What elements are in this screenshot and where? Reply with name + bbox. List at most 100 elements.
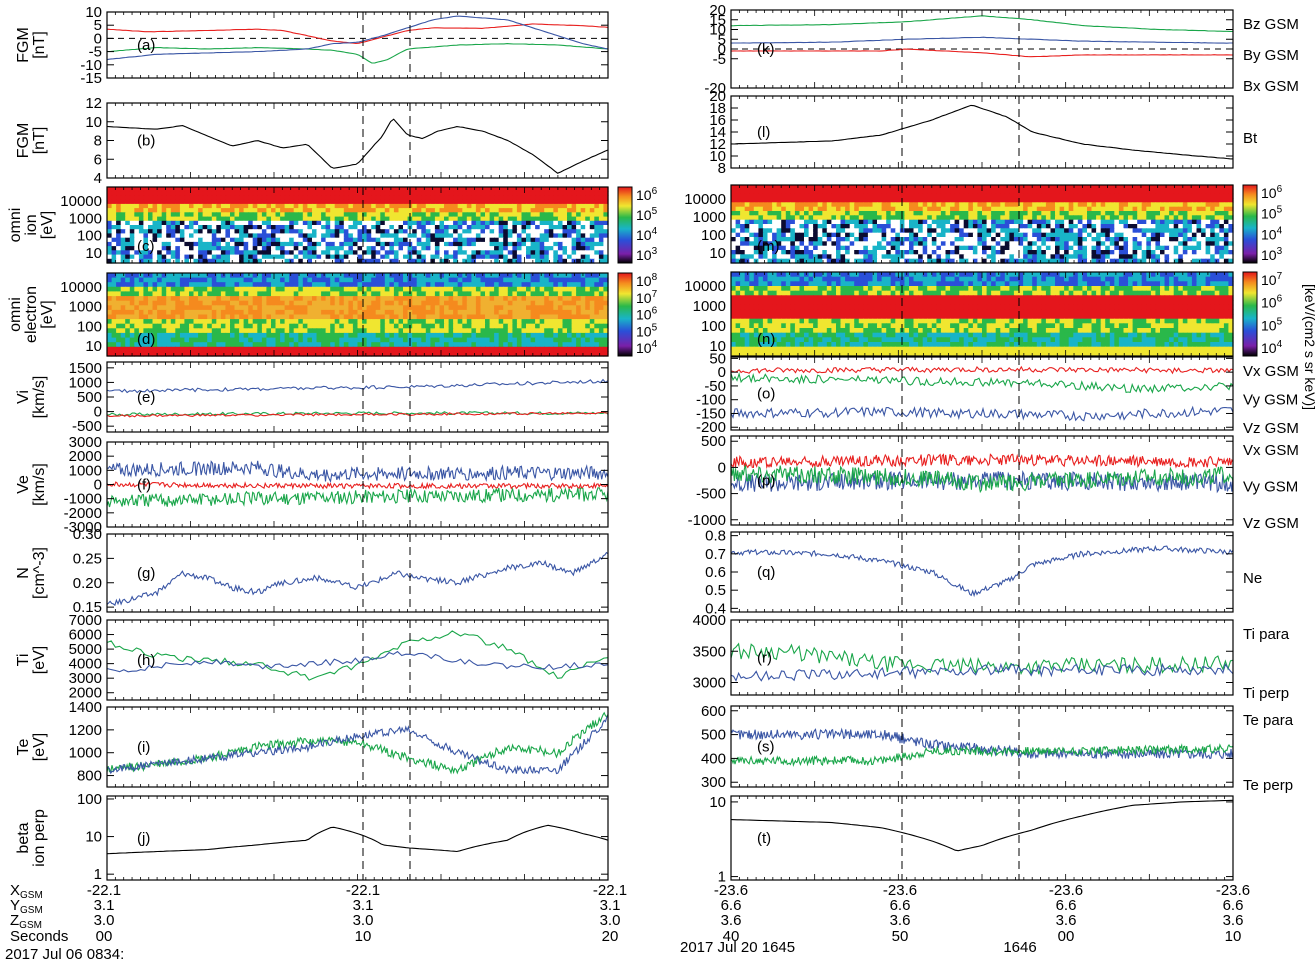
y-tick-label: 100 bbox=[701, 318, 726, 335]
y-tick-label: -100 bbox=[696, 392, 726, 409]
y-axis-label: Te bbox=[15, 738, 32, 755]
panel-p: 500 0 -500 -1000 (p) Vx GSM Vy GSM Vz GSM bbox=[688, 433, 1299, 532]
ephem-seconds-label: Seconds bbox=[10, 928, 68, 945]
y-tick-label: 800 bbox=[77, 768, 102, 785]
y-axis-label: [km/s] bbox=[31, 376, 48, 419]
legend-label: By GSM bbox=[1243, 47, 1299, 64]
ephem-seconds-value: 00 bbox=[1058, 928, 1075, 945]
y-axis-label: electron bbox=[23, 286, 40, 343]
series-line bbox=[730, 743, 1234, 767]
y-tick-label: 1000 bbox=[693, 298, 726, 315]
ephem-z-value: 3.0 bbox=[353, 912, 374, 929]
series-line bbox=[730, 662, 1234, 682]
series-line bbox=[106, 411, 608, 418]
y-axis-label: [cm^-3] bbox=[31, 547, 48, 599]
y-tick-label: 10000 bbox=[60, 193, 102, 210]
colorbar bbox=[1242, 271, 1258, 357]
panel-frame bbox=[106, 102, 609, 179]
y-tick-label: 1000 bbox=[69, 462, 102, 479]
y-tick-label: 50 bbox=[709, 350, 726, 367]
y-tick-label: -200 bbox=[696, 419, 726, 436]
y-tick-label: -20 bbox=[704, 80, 726, 97]
ephem-y-value: 3.1 bbox=[353, 897, 374, 914]
colorbar-tick-label: 104 bbox=[1261, 339, 1283, 356]
series-line bbox=[106, 23, 609, 45]
panel-frame bbox=[730, 619, 1234, 696]
colorbar-tick-label: 106 bbox=[1261, 294, 1283, 311]
y-tick-label: 12 bbox=[709, 136, 726, 153]
y-tick-label: 10 bbox=[85, 338, 102, 355]
heatmap-cells bbox=[731, 272, 1234, 357]
panel-frame bbox=[730, 356, 1234, 431]
panel-label: (b) bbox=[137, 133, 155, 150]
y-tick-label: 500 bbox=[77, 389, 102, 406]
series-line bbox=[730, 405, 1234, 422]
y-tick-label: 0.4 bbox=[705, 600, 726, 617]
y-tick-label: 0.6 bbox=[705, 564, 726, 581]
panel-r: 4000 3500 3000 (r) Ti para Ti perp bbox=[693, 612, 1290, 702]
series-line bbox=[730, 48, 1234, 58]
y-tick-label: 10 bbox=[709, 148, 726, 165]
ephem-y-label: YGSM bbox=[10, 897, 43, 916]
y-tick-label: 100 bbox=[77, 318, 102, 335]
panel-t: 10 1 (t) bbox=[709, 794, 1234, 886]
heatmap-cells bbox=[107, 273, 609, 357]
ephem-x-value: -22.1 bbox=[593, 882, 627, 899]
y-tick-label: 10 bbox=[709, 338, 726, 355]
y-axis-label: [eV] bbox=[31, 646, 48, 674]
series-line bbox=[106, 460, 609, 483]
y-tick-label: 400 bbox=[701, 750, 726, 767]
y-tick-label: -10 bbox=[80, 57, 102, 74]
y-tick-label: 1000 bbox=[693, 209, 726, 226]
y-tick-label: 6000 bbox=[69, 627, 102, 644]
ephem-y-value: 3.1 bbox=[94, 897, 115, 914]
ephem-x-value: -22.1 bbox=[346, 882, 380, 899]
y-tick-label: -2000 bbox=[64, 505, 102, 522]
y-tick-label: 1000 bbox=[69, 745, 102, 762]
legend-label: Bx GSM bbox=[1243, 78, 1299, 95]
y-tick-label: 3000 bbox=[69, 670, 102, 687]
y-axis-label: omni bbox=[7, 297, 24, 332]
panel-label: (c) bbox=[137, 238, 155, 255]
colorbar-title: [keV/(cm2 s sr keV)] bbox=[1302, 284, 1315, 410]
y-tick-label: 16 bbox=[709, 112, 726, 129]
y-tick-label: -1000 bbox=[688, 512, 726, 529]
colorbar-tick-label: 104 bbox=[636, 339, 658, 356]
y-tick-label: 0.7 bbox=[705, 546, 726, 563]
colorbar-tick-label: 105 bbox=[636, 322, 658, 339]
y-tick-label: 300 bbox=[701, 774, 726, 791]
colorbar-tick-label: 106 bbox=[636, 306, 658, 323]
panel-frame bbox=[106, 11, 609, 79]
panel-frame bbox=[730, 9, 1234, 89]
series-line bbox=[730, 799, 1234, 852]
legend-label: Te para bbox=[1243, 712, 1294, 729]
panel-label: (g) bbox=[137, 565, 155, 582]
y-tick-label: 14 bbox=[709, 124, 726, 141]
heatmap-cells bbox=[107, 187, 609, 264]
y-tick-label: -500 bbox=[72, 418, 102, 435]
ephem-seconds-value: 20 bbox=[602, 928, 619, 945]
y-tick-label: 500 bbox=[701, 433, 726, 450]
y-tick-label: 5 bbox=[94, 17, 102, 34]
panel-q: 0.80.70.60.50.4 (q) Ne bbox=[705, 528, 1262, 618]
panel-label: (m) bbox=[757, 238, 780, 255]
ephem-seconds-value: 10 bbox=[1225, 928, 1242, 945]
ephem-z-value: 3.6 bbox=[721, 912, 742, 929]
y-tick-label: 10 bbox=[85, 245, 102, 262]
y-tick-label: 0 bbox=[718, 364, 726, 381]
y-tick-label: 20 bbox=[709, 88, 726, 105]
y-tick-label: 0.30 bbox=[73, 526, 102, 543]
panel-frame bbox=[730, 795, 1234, 881]
y-tick-label: 8 bbox=[718, 160, 726, 177]
y-tick-label: 1 bbox=[718, 869, 726, 886]
series-line bbox=[730, 15, 1233, 32]
y-axis-label: FGM bbox=[15, 123, 32, 159]
series-line bbox=[730, 104, 1234, 160]
y-tick-label: 3000 bbox=[69, 434, 102, 451]
y-tick-label: 100 bbox=[701, 227, 726, 244]
colorbar-tick-label: 107 bbox=[636, 289, 658, 306]
